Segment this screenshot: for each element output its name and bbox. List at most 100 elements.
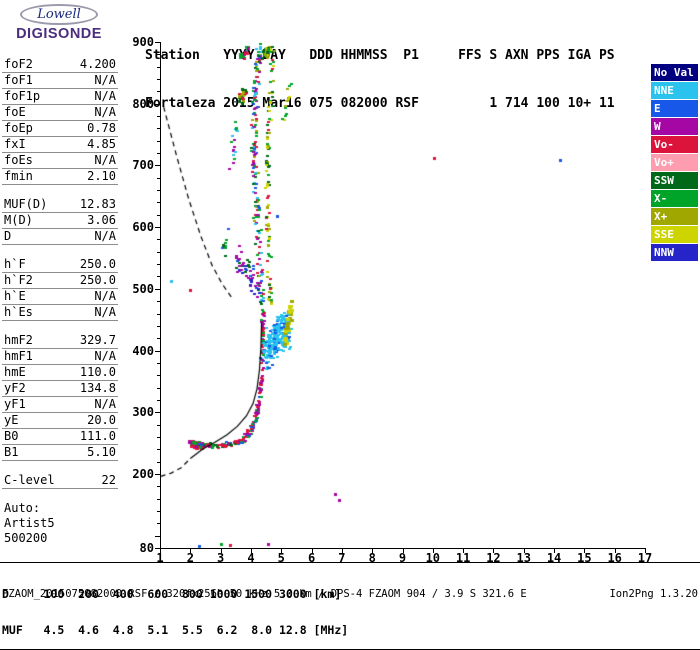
param-spacer [2, 245, 118, 257]
param-spacer [2, 321, 118, 333]
param-row-foe: foE N/A [2, 105, 118, 121]
param-value: N/A [94, 89, 116, 103]
y-tick [157, 399, 160, 401]
y-tick-label: 900 [132, 35, 154, 49]
y-tick [157, 523, 160, 525]
x-tick-label: 17 [637, 551, 653, 565]
y-tick [155, 288, 160, 290]
y-tick [157, 54, 160, 56]
param-label: h`Es [4, 305, 33, 319]
param-label: Artist5 [4, 516, 55, 530]
y-tick [155, 412, 160, 414]
y-tick [157, 140, 160, 142]
param-label: fxI [4, 137, 26, 151]
param-row-hf2: h`F2 250.0 [2, 273, 118, 289]
y-tick [157, 239, 160, 241]
param-label: C-level [4, 473, 55, 487]
echo-canvas [160, 42, 646, 549]
param-row-he: h`E N/A [2, 289, 118, 305]
y-tick [157, 424, 160, 426]
x-tick-label: 8 [368, 551, 376, 565]
dmuf-muf-row: MUF 4.5 4.6 4.8 5.1 5.5 6.2 8.0 12.8 [MH… [2, 623, 349, 637]
param-row-fmin: fmin 2.10 [2, 169, 118, 185]
y-tick [157, 128, 160, 130]
y-tick-label: 300 [132, 405, 154, 420]
x-tick [220, 549, 222, 553]
param-value: 4.200 [79, 57, 116, 71]
legend-item-nnw: NNW [651, 244, 698, 261]
param-label: foF1 [4, 73, 33, 87]
x-tick-label: 10 [425, 551, 441, 565]
x-tick-label: 4 [247, 551, 255, 565]
param-value: N/A [94, 73, 116, 87]
y-tick-label: 400 [132, 343, 154, 358]
param-label: foE [4, 105, 26, 119]
param-value: 0.78 [87, 121, 116, 135]
y-tick [157, 177, 160, 179]
param-row-mufd: MUF(D) 12.83 [2, 197, 118, 213]
x-tick [402, 549, 404, 553]
x-tick [432, 549, 434, 553]
x-tick-label: 15 [577, 551, 592, 565]
param-value: 2.10 [87, 169, 116, 183]
x-tick [281, 549, 283, 553]
param-label: MUF(D) [4, 197, 48, 211]
param-label: h`E [4, 289, 26, 303]
param-value: 20.0 [87, 413, 116, 427]
param-row-foep: foEp 0.78 [2, 121, 118, 137]
param-label: h`F2 [4, 273, 33, 287]
y-tick [157, 66, 160, 68]
y-tick [157, 338, 160, 340]
param-label: fmin [4, 169, 33, 183]
y-tick [155, 227, 160, 229]
y-tick [157, 91, 160, 93]
y-tick [157, 449, 160, 451]
param-label: h`F [4, 257, 26, 271]
y-tick [157, 510, 160, 512]
status-bar: FZAOM_2015075082000.RSF / 320fx256h 50 k… [2, 589, 698, 600]
legend-item-sse: SSE [651, 226, 698, 243]
dmuf-table: D 100 200 400 600 800 1000 1500 3000 [km… [0, 562, 700, 650]
param-row-auto: Auto: [2, 501, 118, 516]
param-value: 22 [101, 473, 116, 487]
legend-item-xp: X+ [651, 208, 698, 225]
param-row-yf1: yF1 N/A [2, 397, 118, 413]
y-tick [155, 103, 160, 105]
y-tick-label: 200 [132, 466, 154, 481]
y-tick [157, 190, 160, 192]
param-label: 500200 [4, 531, 48, 545]
y-tick [155, 473, 160, 475]
param-row-artist5: Artist5 [2, 516, 118, 531]
param-spacer [2, 461, 118, 473]
y-tick [157, 325, 160, 327]
y-tick [157, 214, 160, 216]
param-row-fof1p: foF1p N/A [2, 89, 118, 105]
param-row-hf: h`F 250.0 [2, 257, 118, 273]
param-value: N/A [94, 153, 116, 167]
param-value: N/A [94, 289, 116, 303]
x-tick-label: 5 [277, 551, 285, 565]
x-tick [160, 549, 161, 553]
x-tick-label: 7 [338, 551, 346, 565]
x-tick [463, 549, 465, 553]
x-tick-label: 14 [546, 551, 562, 565]
param-row-foes: foEs N/A [2, 153, 118, 169]
param-value: 329.7 [79, 333, 116, 347]
x-tick [614, 549, 616, 553]
param-value: 5.10 [87, 445, 116, 459]
y-tick [157, 251, 160, 253]
y-tick-label: 800 [132, 96, 154, 111]
param-row-b1: B1 5.10 [2, 445, 118, 461]
x-axis [160, 548, 646, 549]
param-label: M(D) [4, 213, 33, 227]
y-tick [157, 436, 160, 438]
param-value: 250.0 [79, 257, 116, 271]
y-tick [157, 264, 160, 266]
y-tick [157, 153, 160, 155]
param-value: 110.0 [79, 365, 116, 379]
x-tick-label: 3 [217, 551, 225, 565]
y-tick [157, 375, 160, 377]
y-axis [160, 42, 161, 549]
param-spacer [2, 185, 118, 197]
param-label: foEs [4, 153, 33, 167]
